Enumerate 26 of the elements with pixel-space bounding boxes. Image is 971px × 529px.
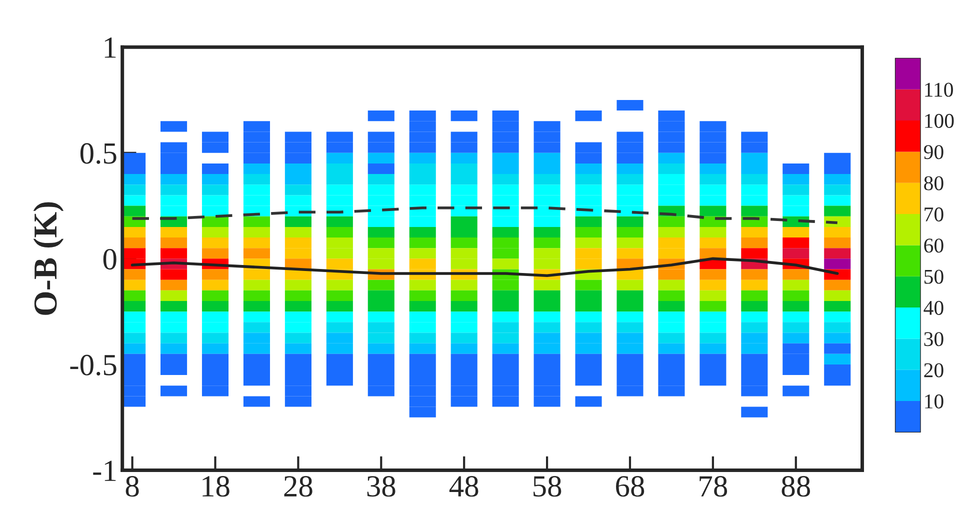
color-bar-label: 70 xyxy=(924,207,944,222)
x-tick-label: 18 xyxy=(202,476,230,497)
y-axis-title: O-B (K) xyxy=(33,202,64,315)
x-tick-label: 88 xyxy=(782,476,810,497)
x-tick-label: 78 xyxy=(700,476,728,497)
x-tick-label: 68 xyxy=(616,476,644,497)
color-bar-label: 60 xyxy=(924,238,944,253)
x-tick-label: 28 xyxy=(284,476,312,497)
color-bar-label: 100 xyxy=(925,114,954,128)
color-bar-label: 30 xyxy=(924,332,944,346)
color-bar-label: 20 xyxy=(924,363,944,378)
y-tick-label: 0 xyxy=(103,248,116,270)
color-bar-label: 10 xyxy=(925,394,944,408)
y-tick-label: 0.5 xyxy=(80,143,116,164)
x-tick-label: 38 xyxy=(367,476,396,497)
color-bar-label: 40 xyxy=(924,300,944,315)
x-tick-label: 48 xyxy=(449,476,478,497)
y-tick-label: -0.5 xyxy=(70,354,116,376)
color-bar-label: 110 xyxy=(925,82,953,97)
color-bar-label: 80 xyxy=(924,176,944,190)
y-tick-label: 1 xyxy=(104,38,116,58)
color-bar-label: 90 xyxy=(924,145,944,160)
y-tick-label: -1 xyxy=(93,460,116,481)
color-bar-label: 50 xyxy=(924,270,944,284)
x-tick-label: 8 xyxy=(126,476,139,497)
x-tick-label: 58 xyxy=(534,476,562,497)
